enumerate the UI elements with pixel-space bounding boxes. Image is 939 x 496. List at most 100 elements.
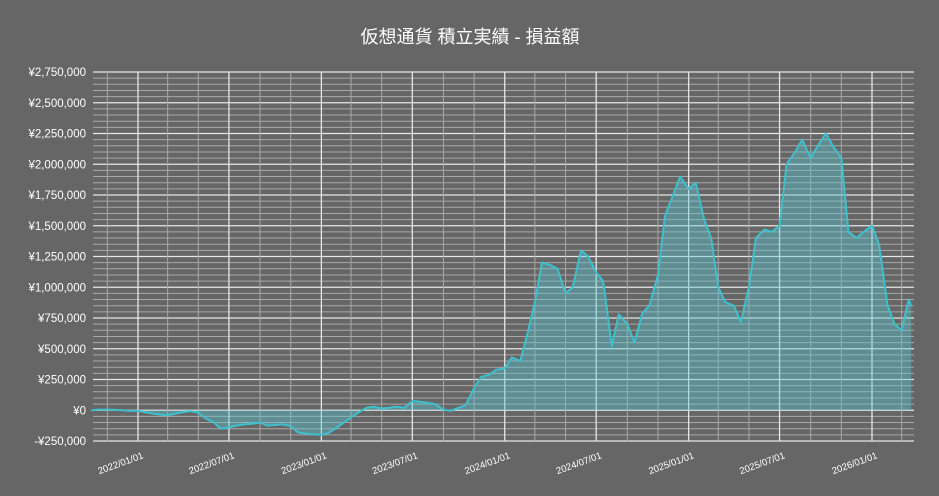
data-point [785, 163, 788, 166]
data-point [549, 264, 552, 266]
data-point [778, 224, 781, 227]
data-point [434, 403, 436, 405]
y-axis: -¥250,000 ¥0 ¥250,000 ¥500,000 ¥750,000 ¥1,00… [27, 67, 86, 448]
data-point [403, 406, 406, 409]
data-point [387, 406, 390, 409]
data-point [755, 237, 757, 239]
data-point [365, 406, 368, 409]
data-point [418, 400, 421, 403]
data-point [641, 312, 644, 314]
data-point [886, 304, 889, 307]
data-point [770, 231, 773, 233]
data-point [900, 329, 903, 332]
data-point [189, 410, 192, 413]
data-point [733, 304, 735, 307]
data-point [840, 157, 843, 159]
data-point [343, 421, 345, 424]
y-tick-label: ¥500,000 [37, 344, 86, 356]
data-point [710, 237, 713, 239]
data-point [281, 423, 283, 426]
data-point [587, 255, 589, 258]
x-tick-label: 2022/01/01 [97, 450, 145, 477]
data-point [878, 243, 880, 245]
data-point [703, 218, 705, 221]
data-point [204, 417, 207, 420]
data-point [672, 194, 674, 196]
data-point [137, 410, 139, 412]
data-point [626, 323, 629, 325]
data-point [144, 411, 146, 413]
y-tick-label: ¥0 [72, 405, 86, 417]
data-point [893, 323, 896, 325]
x-tick-label: 2024/07/01 [555, 450, 603, 477]
series [90, 132, 913, 436]
data-point [372, 405, 375, 408]
data-point [595, 271, 597, 274]
data-point [220, 427, 222, 430]
data-point [510, 356, 513, 359]
data-point [305, 432, 307, 435]
data-point [442, 408, 445, 411]
data-point [173, 413, 176, 415]
x-tick-label: 2025/01/01 [647, 450, 695, 477]
data-point [519, 360, 522, 362]
data-point [556, 268, 559, 270]
data-point [159, 413, 162, 416]
data-point [327, 432, 330, 434]
data-point [871, 224, 873, 227]
series-area-fill [91, 133, 912, 435]
y-tick-label: ¥750,000 [37, 313, 86, 325]
data-point [259, 421, 261, 424]
data-point [633, 341, 636, 344]
data-point [748, 286, 750, 289]
data-point [336, 426, 338, 429]
data-point [907, 298, 910, 301]
data-point [213, 421, 215, 424]
data-point [794, 151, 796, 153]
data-point [664, 215, 666, 217]
data-point [694, 181, 697, 184]
data-point [274, 424, 276, 426]
data-point [801, 138, 803, 141]
data-point [571, 286, 574, 289]
data-point [197, 411, 200, 414]
data-point [648, 304, 651, 307]
data-point [464, 404, 467, 407]
data-point [250, 422, 253, 425]
data-point [617, 313, 620, 316]
data-point [128, 410, 131, 412]
data-point [90, 409, 93, 412]
data-point [243, 423, 246, 426]
x-tick-label: 2023/01/01 [280, 450, 328, 477]
data-point [847, 231, 850, 233]
data-point [832, 145, 834, 147]
y-tick-label: ¥1,000,000 [27, 282, 86, 294]
data-point [503, 367, 506, 370]
data-point [228, 426, 230, 429]
data-point [166, 414, 169, 416]
x-tick-label: 2022/07/01 [188, 450, 236, 477]
data-point [152, 412, 155, 415]
data-point [106, 408, 109, 411]
data-point [121, 409, 124, 412]
data-point [657, 274, 659, 276]
data-point [602, 280, 605, 282]
data-point [724, 301, 727, 303]
data-point [717, 286, 720, 289]
data-point [182, 411, 185, 413]
x-tick-label: 2025/07/01 [738, 450, 786, 477]
grid [93, 71, 914, 442]
data-point [809, 157, 812, 159]
data-point [296, 431, 299, 434]
data-point [495, 368, 498, 371]
data-point [350, 416, 352, 419]
x-tick-label: 2026/01/01 [831, 450, 879, 477]
x-axis: 2022/01/01 2022/07/01 2023/01/01 2023/07/01… [97, 450, 879, 477]
data-point [763, 228, 766, 231]
data-point [480, 376, 482, 378]
data-point [580, 249, 582, 252]
y-tick-label: ¥2,500,000 [27, 98, 86, 110]
data-point [564, 292, 567, 295]
data-point [526, 333, 529, 335]
data-point [380, 407, 383, 410]
